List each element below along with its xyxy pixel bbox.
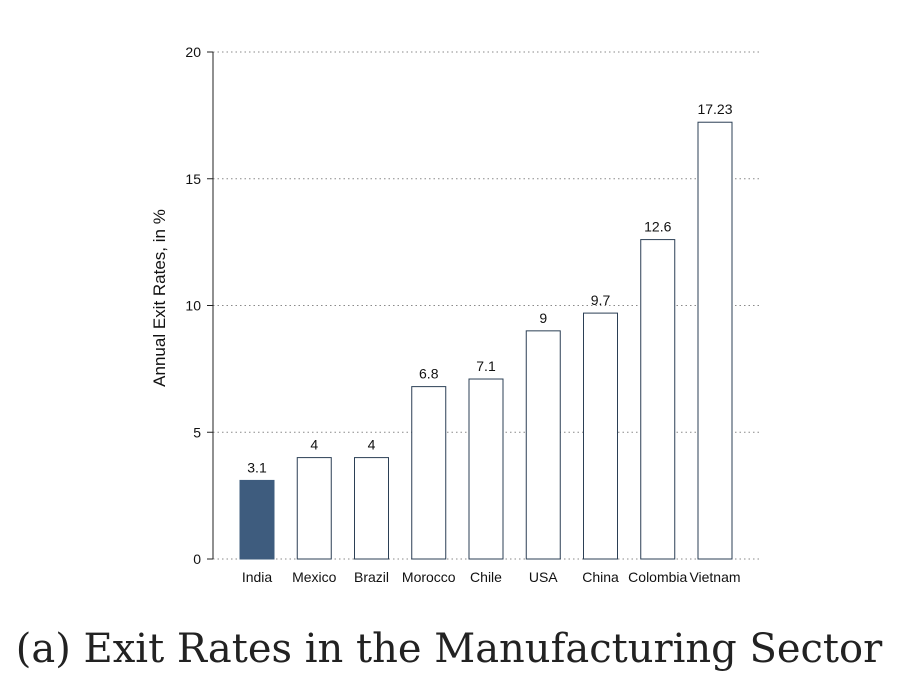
value-label: 7.1 xyxy=(476,358,496,374)
bar-morocco xyxy=(411,386,447,560)
x-tick-label: Colombia xyxy=(628,569,687,585)
x-tick-label: Mexico xyxy=(292,569,337,585)
y-tick-label: 0 xyxy=(193,551,201,567)
value-label: 4 xyxy=(310,437,318,453)
value-label: 3.1 xyxy=(247,459,267,475)
figure-caption: (a) Exit Rates in the Manufacturing Sect… xyxy=(15,626,883,672)
bar-brazil xyxy=(354,457,389,560)
value-label: 9 xyxy=(539,310,547,326)
x-tick-label: Chile xyxy=(470,569,502,585)
bar-usa xyxy=(525,330,561,560)
bar-china xyxy=(583,312,618,560)
x-tick-label: Brazil xyxy=(354,569,389,585)
x-tick-label: China xyxy=(582,569,619,585)
bar-mexico xyxy=(296,457,332,560)
value-label: 9.7 xyxy=(591,292,611,308)
y-tick-label: 15 xyxy=(185,171,201,187)
x-tick-label: Morocco xyxy=(402,569,456,585)
bar-india xyxy=(239,479,275,560)
x-tick-label: India xyxy=(242,569,273,585)
value-label: 4 xyxy=(368,437,376,453)
value-label: 6.8 xyxy=(419,366,439,382)
bar-chile xyxy=(468,378,504,560)
y-tick-label: 5 xyxy=(193,424,201,440)
y-tick-label: 10 xyxy=(185,298,201,314)
bars xyxy=(239,121,733,560)
x-tick-label: USA xyxy=(529,569,558,585)
bar-chart: 0 5 10 15 20 Annual Exit Rates, in % 3.1 4 4 6.… xyxy=(150,44,760,585)
y-ticks: 0 5 10 15 20 xyxy=(185,44,213,567)
bar-vietnam xyxy=(697,121,733,560)
value-labels: 3.1 4 4 6.8 7.1 9 9.7 12.6 17.23 xyxy=(247,101,732,475)
y-tick-label: 20 xyxy=(185,44,201,60)
x-ticks: India Mexico Brazil Morocco Chile USA China Col… xyxy=(242,569,741,585)
y-axis-label: Annual Exit Rates, in % xyxy=(150,209,169,387)
value-label: 17.23 xyxy=(697,101,732,117)
value-label: 12.6 xyxy=(644,219,671,235)
bar-colombia xyxy=(640,239,676,560)
x-tick-label: Vietnam xyxy=(689,569,740,585)
